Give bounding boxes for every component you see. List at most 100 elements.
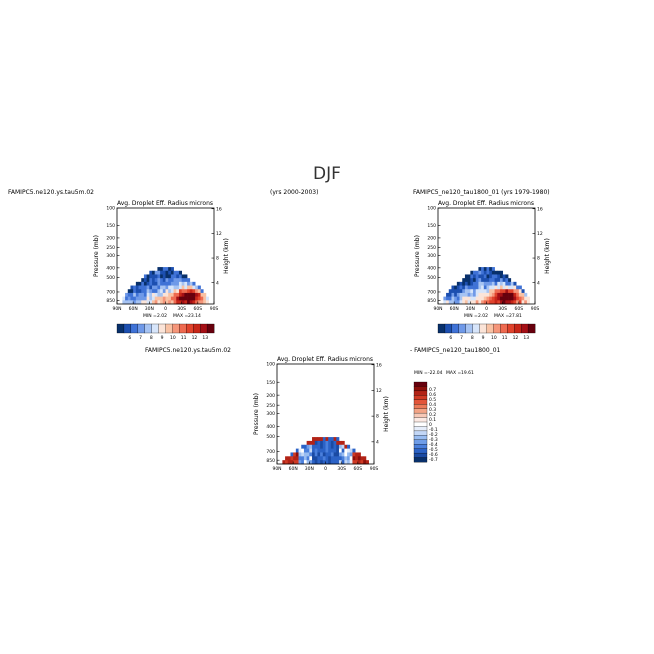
- data-cell: [333, 452, 337, 457]
- colorbar: 6 7 8 9 10 11 12 13: [116, 323, 215, 341]
- colorbar-swatch: [437, 323, 446, 334]
- data-cell: [508, 281, 512, 286]
- data-cell: [317, 440, 321, 446]
- data-cell: [149, 292, 153, 297]
- data-cell: [200, 289, 204, 294]
- data-cell: [293, 460, 297, 465]
- colorbar-label: 8: [471, 335, 474, 341]
- data-cell: [170, 281, 174, 286]
- data-cell: [149, 281, 153, 286]
- colorbar-swatch: [444, 323, 453, 334]
- data-cell: [162, 296, 166, 301]
- data-cell: [162, 285, 166, 290]
- data-cell: [178, 289, 183, 294]
- data-cell: [505, 296, 509, 301]
- y-tick-label: 500: [266, 434, 275, 440]
- data-cell: [184, 278, 188, 283]
- min-label: MIN =: [143, 313, 157, 319]
- data-cell: [181, 296, 185, 301]
- data-cell: [363, 456, 367, 461]
- data-cell: [170, 278, 174, 283]
- data-cell: [160, 285, 164, 290]
- data-cell: [341, 440, 345, 446]
- data-cell: [481, 274, 485, 279]
- data-cell: [143, 296, 147, 301]
- x-tick-label: 60N: [129, 306, 138, 312]
- data-cell: [181, 274, 185, 279]
- data-cell: [154, 292, 158, 297]
- data-cell: [491, 289, 495, 294]
- data-cell: [464, 300, 468, 305]
- colorbar-swatch: [413, 404, 428, 410]
- data-cell: [459, 281, 463, 286]
- colorbar-swatch: [144, 323, 152, 334]
- colorbar-swatch: [413, 430, 428, 436]
- data-cell: [138, 292, 142, 297]
- data-cell: [165, 278, 169, 283]
- data-cell: [333, 460, 337, 465]
- data-cell: [360, 460, 364, 465]
- y-tick-label: 300: [266, 411, 275, 417]
- y2-tick-label: 4: [216, 280, 219, 286]
- data-cell: [325, 456, 329, 461]
- data-cell: [499, 289, 504, 294]
- data-cell: [314, 456, 318, 461]
- data-cell: [160, 278, 164, 283]
- data-cell: [502, 300, 506, 305]
- data-cell: [320, 444, 324, 449]
- y-tick-label: 850: [427, 298, 436, 304]
- data-cell: [141, 281, 145, 286]
- data-cell: [303, 456, 307, 461]
- data-cell: [459, 292, 463, 297]
- data-cell: [491, 270, 495, 275]
- data-cell: [187, 292, 191, 297]
- data-cell: [521, 289, 525, 294]
- data-cell: [486, 296, 490, 301]
- data-cell: [312, 452, 316, 457]
- data-cell: [494, 281, 498, 286]
- data-cell: [138, 285, 142, 290]
- data-cell: [165, 296, 169, 301]
- data-cell: [157, 278, 161, 283]
- data-cell: [448, 289, 452, 294]
- data-cell: [168, 296, 172, 301]
- data-cell: [282, 460, 286, 465]
- data-cell: [325, 437, 329, 442]
- data-cell: [497, 278, 501, 283]
- x-tick-label: 60S: [354, 466, 363, 472]
- data-cell: [483, 267, 487, 272]
- y-tick-label: 300: [106, 253, 115, 259]
- panel-top-right: 90N 60N 30N 0 30S 60S 90S 100 150 200 250 300 400 500…: [414, 200, 551, 341]
- data-cell: [317, 444, 321, 449]
- data-cell: [499, 292, 504, 297]
- data-cell: [176, 292, 180, 297]
- colorbar-label: 13: [523, 335, 529, 341]
- data-cell: [510, 285, 514, 290]
- data-cell: [165, 289, 169, 294]
- data-cell: [149, 300, 153, 305]
- data-cell: [149, 296, 153, 301]
- data-cell: [125, 300, 129, 305]
- data-cell: [521, 300, 525, 305]
- data-cell: [338, 460, 343, 465]
- data-cell: [149, 278, 153, 283]
- data-cell: [178, 281, 183, 286]
- data-cell: [285, 460, 289, 465]
- data-cell: [333, 440, 337, 446]
- data-cell: [203, 292, 207, 297]
- colorbar-swatch: [413, 408, 428, 414]
- data-cell: [456, 296, 460, 301]
- data-cell: [178, 278, 183, 283]
- panel-units: microns: [349, 356, 373, 363]
- data-cell: [314, 440, 318, 446]
- data-cell: [349, 452, 353, 457]
- y-tick-label: 300: [427, 253, 436, 259]
- y-tick-label: 200: [427, 236, 436, 242]
- data-cell: [481, 292, 485, 297]
- colorbar-swatch: [186, 323, 194, 334]
- data-cell: [328, 440, 332, 446]
- data-cell: [489, 296, 493, 301]
- colorbar-swatch: [193, 323, 201, 334]
- data-cell: [168, 292, 172, 297]
- data-cell: [157, 274, 161, 279]
